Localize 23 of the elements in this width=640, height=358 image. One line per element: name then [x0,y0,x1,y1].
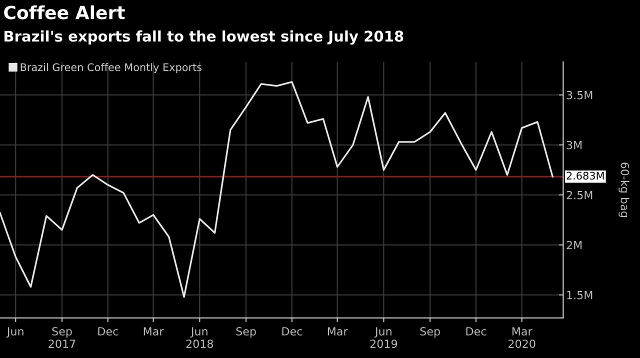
legend-label: Brazil Green Coffee Montly Exports [20,63,202,74]
line-series [0,81,554,298]
x-tick-label: Jun 2019 [370,327,398,348]
x-tick-label: Sep [236,327,256,338]
x-tick-label: Dec [466,327,486,336]
y-tick-label: 2M [566,240,582,250]
y-tick-label: 2.5M [566,190,592,200]
x-tick-label: Jun 2018 [186,327,214,348]
x-tick-label: Sep 2017 [48,327,76,348]
ref-line-label: 2.683M [566,172,604,180]
y-tick-label: 3M [566,140,582,150]
x-tick-label: Jun [6,327,24,338]
x-tick-label: Dec [98,327,118,336]
chart-subtitle: Brazil's exports fall to the lowest since July 2018 [4,30,404,45]
x-tick-label: Mar 2020 [508,327,536,348]
chart-title: Coffee Alert [4,5,125,20]
y-tick-label: 1.5M [567,291,592,300]
x-tick-label: Mar [328,327,348,336]
x-tick-label: Sep [420,327,440,338]
y-axis-title: 60-kg bag [618,162,630,217]
x-tick-label: Dec [282,327,302,336]
x-tick-label: Mar [144,327,164,336]
y-tick-label: 3.5M [566,90,592,100]
